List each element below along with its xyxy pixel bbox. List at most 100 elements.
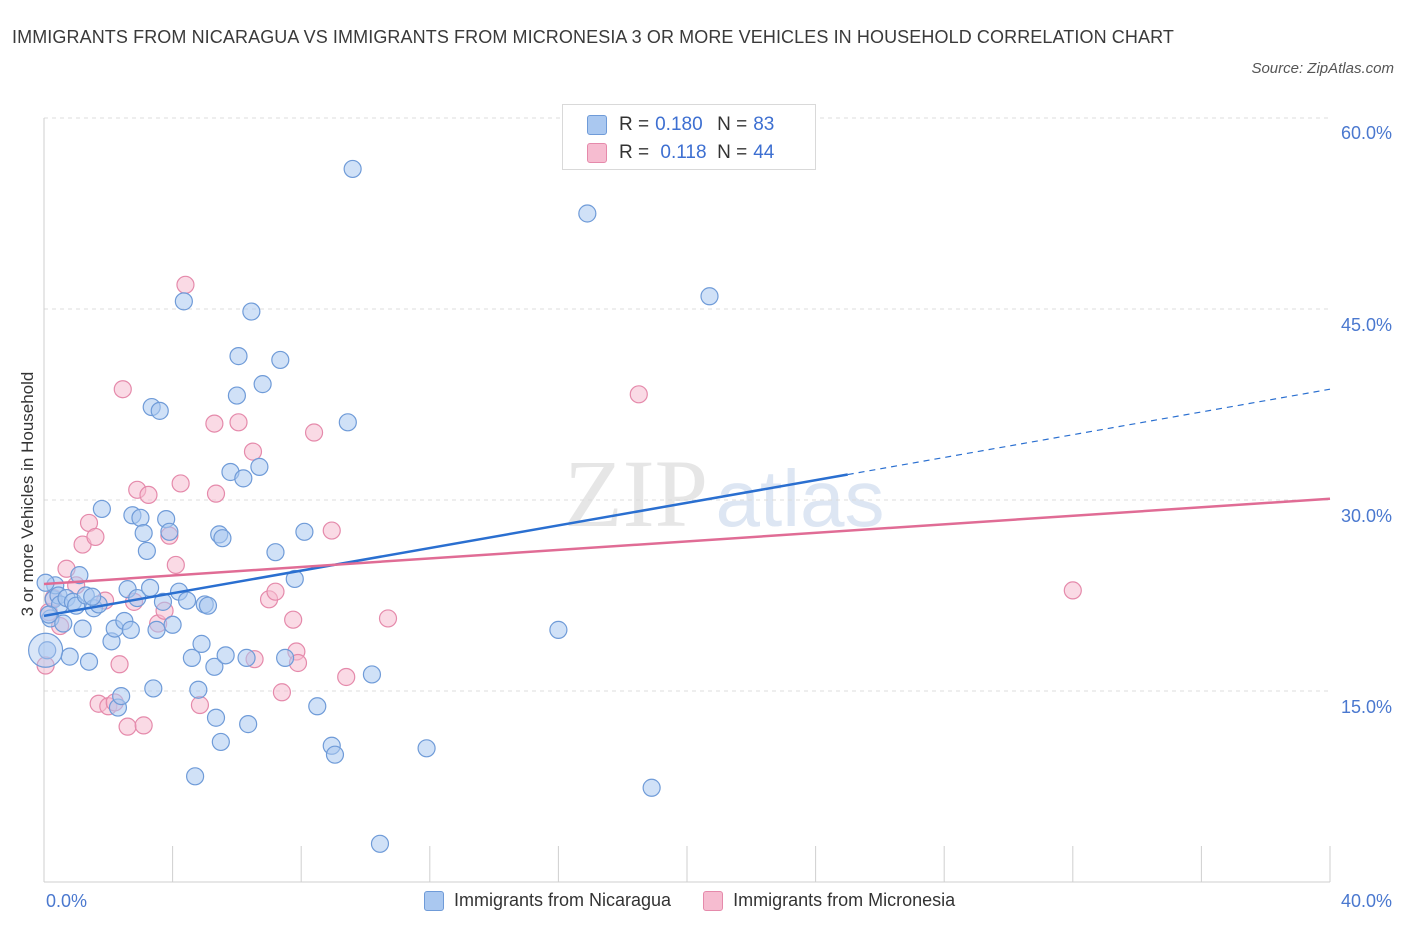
- nicaragua-point-40: [174, 292, 193, 311]
- nicaragua-trend-line: [43, 473, 848, 618]
- series-legend: Immigrants from Nicaragua Immigrants fro…: [424, 890, 987, 911]
- micronesia-point-41: [378, 609, 398, 628]
- micronesia-point-8: [86, 527, 105, 547]
- nicaragua-point-49: [206, 708, 226, 727]
- micronesia-point-13: [110, 655, 129, 674]
- nicaragua-point-27: [131, 508, 150, 527]
- nicaragua-trend-extension: [847, 388, 1331, 476]
- nicaragua-swatch: [587, 115, 607, 135]
- micronesia-point-23: [166, 555, 185, 575]
- nicaragua-point-33: [147, 620, 166, 639]
- nicaragua-point-62: [253, 375, 272, 394]
- nicaragua-point-74: [370, 834, 390, 853]
- nicaragua-point-43: [186, 767, 205, 786]
- nicaragua-point-66: [285, 569, 304, 589]
- nicaragua-point-29: [137, 541, 156, 561]
- y-tick-30: 30.0%: [1340, 506, 1392, 526]
- nicaragua-cluster-point: [28, 632, 64, 668]
- micronesia-point-14: [113, 380, 132, 399]
- micronesia-point-29: [229, 413, 248, 432]
- chart-source: Source: ZipAtlas.com: [1251, 60, 1394, 77]
- axes: [43, 118, 1331, 883]
- nicaragua-point-76: [549, 620, 568, 639]
- legend-item-nicaragua[interactable]: Immigrants from Nicaragua: [424, 890, 671, 911]
- nicaragua-point-78: [642, 778, 661, 797]
- micronesia-point-27: [205, 414, 224, 433]
- trend-lines: [43, 388, 1331, 618]
- nicaragua-point-70: [325, 745, 345, 764]
- nicaragua-point-37: [160, 522, 179, 541]
- stats-row-nicaragua: R = 0.180 N = 83: [587, 111, 774, 139]
- y-tick-60: 60.0%: [1340, 123, 1392, 143]
- y-tick-15: 15.0%: [1340, 697, 1392, 717]
- nicaragua-point-28: [134, 524, 153, 543]
- micronesia-point-34: [272, 683, 292, 702]
- nicaragua-point-52: [213, 529, 232, 548]
- stats-legend: R = 0.180 N = 83 R = 0.118 N = 44: [562, 104, 816, 170]
- n-label: N =: [717, 114, 748, 135]
- micronesia-point-18: [134, 716, 153, 735]
- micronesia-point-43: [1063, 581, 1082, 600]
- nicaragua-point-53: [216, 646, 235, 665]
- y-tick-45: 45.0%: [1340, 315, 1392, 335]
- legend-label-micronesia: Immigrants from Micronesia: [733, 890, 956, 910]
- chart-title: IMMIGRANTS FROM NICARAGUA VS IMMIGRANTS …: [12, 27, 1174, 47]
- nicaragua-point-11: [70, 566, 89, 585]
- nicaragua-point-67: [295, 522, 314, 541]
- micronesia-legend-swatch: [703, 890, 724, 911]
- nicaragua-point-17: [92, 499, 111, 519]
- nicaragua-point-77: [578, 204, 597, 223]
- nicaragua-point-32: [144, 679, 163, 698]
- micronesia-trend-line: [43, 497, 1331, 586]
- legend-item-micronesia[interactable]: Immigrants from Micronesia: [703, 890, 955, 911]
- nicaragua-point-45: [192, 634, 211, 653]
- x-tick-max: 40.0%: [1340, 891, 1392, 911]
- nicaragua-point-68: [308, 697, 327, 716]
- nicaragua-point-57: [234, 469, 253, 488]
- nicaragua-point-41: [177, 591, 197, 610]
- legend-label-nicaragua: Immigrants from Nicaragua: [454, 890, 672, 910]
- nicaragua-point-34: [150, 401, 169, 420]
- n-value: 44: [753, 142, 775, 163]
- micronesia-point-42: [629, 385, 648, 404]
- nicaragua-point-58: [237, 648, 256, 667]
- nicaragua-point-6: [54, 614, 73, 633]
- micronesia-point-25: [176, 275, 195, 294]
- watermark-zip: ZIP: [564, 440, 708, 547]
- series-micronesia-points: [36, 275, 1082, 736]
- micronesia-point-28: [206, 484, 226, 503]
- micronesia-point-40: [337, 667, 356, 687]
- nicaragua-point-48: [205, 657, 224, 676]
- watermark-atlas: atlas: [716, 454, 885, 543]
- nicaragua-point-73: [362, 665, 382, 684]
- nicaragua-point-79: [700, 287, 719, 306]
- x-tick-min: 0.0%: [46, 891, 88, 911]
- nicaragua-point-60: [242, 302, 261, 321]
- micronesia-point-35: [284, 610, 303, 629]
- nicaragua-point-24: [121, 620, 140, 639]
- nicaragua-point-14: [79, 652, 99, 671]
- nicaragua-legend-swatch: [424, 890, 444, 911]
- nicaragua-point-21: [112, 686, 131, 706]
- stats-row-micronesia: R = 0.118 N = 44: [587, 139, 774, 167]
- nicaragua-point-75: [417, 739, 436, 758]
- nicaragua-point-42: [182, 648, 201, 667]
- nicaragua-point-30: [140, 578, 160, 597]
- r-label: R =: [619, 142, 650, 163]
- nicaragua-point-51: [211, 732, 230, 752]
- nicaragua-point-65: [276, 648, 295, 667]
- nicaragua-point-44: [189, 680, 208, 699]
- nicaragua-point-38: [163, 615, 182, 634]
- micronesia-point-38: [304, 423, 324, 442]
- r-value: 0.180: [655, 114, 703, 135]
- nicaragua-point-61: [250, 457, 269, 476]
- micronesia-point-33: [266, 582, 285, 601]
- micronesia-point-26: [190, 695, 210, 715]
- micronesia-point-30: [243, 442, 263, 461]
- micronesia-swatch: [587, 143, 607, 163]
- nicaragua-point-72: [343, 159, 362, 179]
- micronesia-point-24: [171, 474, 190, 493]
- micronesia-point-15: [118, 717, 137, 736]
- nicaragua-point-12: [73, 619, 92, 638]
- micronesia-point-19: [139, 485, 158, 505]
